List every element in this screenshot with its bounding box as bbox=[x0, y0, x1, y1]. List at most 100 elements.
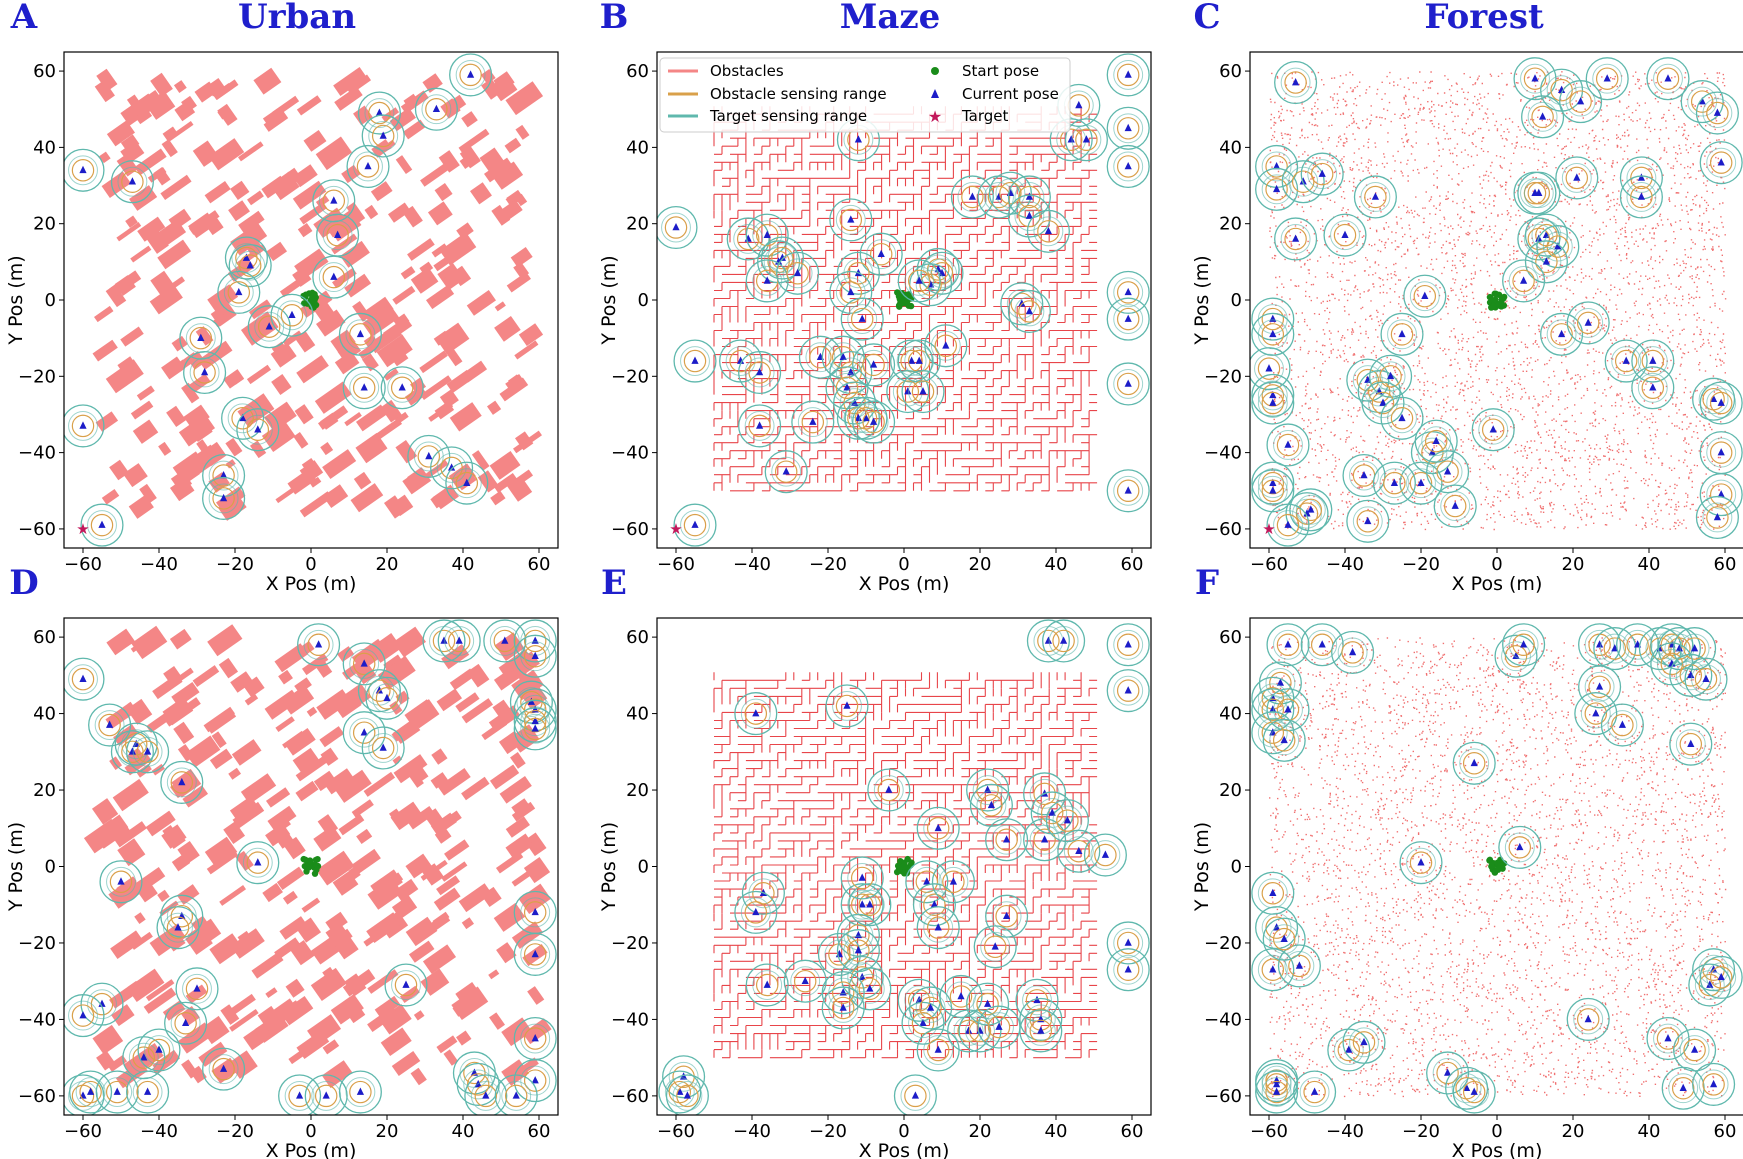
obstacle-sensing-range bbox=[174, 1012, 197, 1035]
target-sensing-range bbox=[1251, 676, 1295, 720]
obstacle-building bbox=[101, 489, 120, 505]
target-sensing-range bbox=[414, 87, 458, 131]
obstacle-building bbox=[331, 854, 347, 869]
target-sensing-range-inner bbox=[1257, 380, 1288, 411]
target-sensing-range bbox=[224, 236, 268, 280]
target-sensing-range-inner bbox=[1520, 63, 1550, 94]
target-sensing-range-inner bbox=[368, 733, 399, 763]
obstacle-building bbox=[333, 67, 367, 96]
x-tick-label: 60 bbox=[1121, 554, 1144, 575]
obstacle-building bbox=[169, 359, 187, 375]
y-tick-label: 60 bbox=[33, 61, 56, 82]
obstacle-building bbox=[155, 219, 187, 247]
target-sensing-range-inner bbox=[767, 243, 798, 273]
target-sensing-range-inner bbox=[1257, 468, 1288, 499]
obstacle-building bbox=[264, 689, 300, 720]
target-sensing-range bbox=[1631, 339, 1675, 383]
start-pose-marker bbox=[314, 855, 321, 863]
target-sensing-range-inner bbox=[470, 1080, 501, 1111]
obstacle-building bbox=[108, 877, 144, 909]
target-sensing-range bbox=[1255, 167, 1299, 211]
target-sensing-range-inner bbox=[1406, 468, 1436, 499]
y-tick-label: 20 bbox=[1219, 780, 1242, 801]
target-sensing-range-inner bbox=[349, 648, 380, 679]
obstacle-building bbox=[124, 752, 152, 776]
current-pose-marker bbox=[908, 356, 916, 364]
obstacle-building bbox=[518, 323, 544, 347]
obstacle-building bbox=[493, 472, 518, 493]
target-sensing-range bbox=[1274, 217, 1318, 261]
current-pose-marker bbox=[1299, 177, 1307, 185]
target-sensing-range-inner bbox=[740, 897, 771, 928]
agent-48 bbox=[1106, 921, 1150, 965]
obstacle-building bbox=[286, 167, 302, 185]
target-sensing-range-inner bbox=[1029, 778, 1060, 809]
target-sensing-range-inner bbox=[322, 220, 353, 251]
obstacle-sensing-range bbox=[923, 893, 946, 916]
obstacle-building bbox=[135, 108, 153, 125]
obstacle-building bbox=[422, 944, 457, 974]
agent-40 bbox=[1414, 419, 1458, 463]
obstacle-building bbox=[407, 238, 435, 261]
agent-30 bbox=[1251, 312, 1295, 356]
obstacle-building bbox=[431, 243, 449, 258]
obstacle-sensing-range bbox=[862, 353, 885, 377]
obstacle-building bbox=[342, 659, 367, 680]
current-pose-marker bbox=[155, 1045, 163, 1053]
obstacle-sensing-range bbox=[109, 870, 133, 894]
target-sensing-range-inner bbox=[1257, 683, 1288, 714]
legend-obstacles: Obstacles bbox=[710, 62, 784, 80]
obstacle-building bbox=[218, 657, 239, 679]
obstacle-building bbox=[335, 143, 349, 158]
obstacle-sensing-range bbox=[1409, 471, 1433, 495]
current-pose-marker bbox=[1269, 314, 1277, 322]
target-sensing-range bbox=[852, 400, 896, 444]
target-sensing-range bbox=[1372, 461, 1416, 505]
target-sensing-range-inner bbox=[752, 970, 783, 1000]
agent-52 bbox=[901, 370, 945, 414]
target-sensing-range-inner bbox=[843, 258, 874, 289]
y-tick-label: 20 bbox=[1219, 214, 1242, 235]
obstacle-building bbox=[146, 230, 169, 254]
legend-target: Target bbox=[961, 107, 1009, 125]
current-pose-marker bbox=[1284, 440, 1292, 448]
current-pose-marker bbox=[375, 686, 383, 694]
target-sensing-range-inner bbox=[463, 1069, 494, 1100]
target-sensing-range bbox=[852, 343, 896, 387]
obstacle-sensing-range bbox=[322, 265, 346, 289]
obstacle-building bbox=[481, 886, 502, 908]
target-sensing-range-inner bbox=[68, 410, 98, 441]
obstacle-building bbox=[292, 164, 318, 188]
target-sensing-range-inner bbox=[349, 372, 380, 403]
obstacle-building bbox=[137, 1042, 164, 1068]
agent-50 bbox=[1266, 423, 1310, 467]
obstacle-sensing-range bbox=[440, 456, 463, 480]
target-sensing-range-inner bbox=[923, 254, 954, 285]
target-sensing-range-inner bbox=[520, 713, 551, 744]
current-pose-marker bbox=[756, 421, 764, 429]
obstacle-sensing-range bbox=[523, 1027, 547, 1050]
target-sensing-range-inner bbox=[1653, 63, 1683, 94]
current-pose-marker bbox=[128, 177, 136, 185]
obstacle-sensing-range bbox=[352, 376, 376, 399]
obstacle-sensing-range bbox=[983, 935, 1007, 959]
current-pose-marker bbox=[957, 991, 965, 1000]
target-sensing-range-inner bbox=[858, 407, 889, 438]
start-pose-marker bbox=[1500, 293, 1508, 301]
target-sensing-range-inner bbox=[1349, 1027, 1379, 1058]
current-pose-marker bbox=[1067, 135, 1075, 143]
obstacle-sensing-range bbox=[523, 644, 547, 668]
obstacle-sensing-range bbox=[858, 893, 882, 916]
target-sensing-range-inner bbox=[923, 1035, 954, 1065]
agent-22 bbox=[1578, 665, 1622, 709]
obstacle-building bbox=[112, 778, 149, 812]
target-sensing-range-inner bbox=[1113, 368, 1144, 399]
obstacle-building bbox=[247, 190, 264, 206]
obstacle-building bbox=[435, 322, 470, 355]
current-pose-marker bbox=[220, 493, 228, 502]
target-sensing-range bbox=[1000, 282, 1044, 326]
obstacle-sensing-range bbox=[839, 208, 863, 232]
y-tick-label: −20 bbox=[1204, 366, 1242, 387]
obstacle-building bbox=[107, 1055, 128, 1072]
current-pose-marker bbox=[1603, 74, 1611, 82]
